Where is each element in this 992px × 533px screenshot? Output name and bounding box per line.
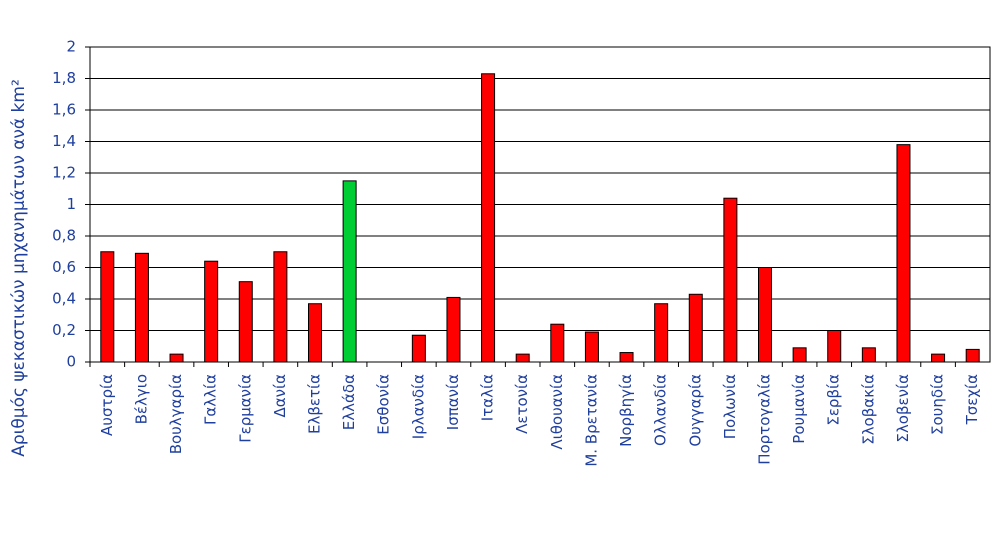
bar <box>169 353 184 363</box>
y-axis-title: Αριθμός ψεκαστικών μηχανημάτων ανά km² <box>9 79 29 457</box>
bar <box>931 353 946 363</box>
x-tick-label: Μ. Βρετανία <box>582 374 600 467</box>
y-tick-label: 0,6 <box>52 258 76 276</box>
x-tick-label: Σλοβενία <box>894 374 912 443</box>
x-tick-label: Ελβετία <box>306 374 324 434</box>
bar <box>134 252 149 363</box>
bar <box>619 352 634 363</box>
x-tick-label: Ισπανία <box>444 374 462 430</box>
y-tick-label: 0,4 <box>52 290 76 308</box>
y-tick-label: 0 <box>66 353 76 371</box>
bar <box>861 347 876 363</box>
x-tick-label: Βουλγαρία <box>167 374 185 454</box>
x-tick-label: Πολωνία <box>721 374 739 439</box>
bar <box>238 281 253 363</box>
bar <box>481 73 496 363</box>
bar <box>688 293 703 363</box>
y-tick-label: 1,8 <box>52 69 76 87</box>
x-tick-label: Σερβία <box>825 374 843 426</box>
x-tick-label: Γαλλία <box>202 374 220 425</box>
x-tick-label: Ολλανδία <box>652 374 670 446</box>
x-tick-label: Νορβηγία <box>617 374 635 447</box>
x-tick-label: Λετονία <box>513 374 531 434</box>
bar <box>896 144 911 363</box>
x-tick-label: Γερμανία <box>236 374 254 443</box>
bar <box>792 347 807 363</box>
bar <box>308 303 322 363</box>
x-tick-label: Βέλγιο <box>132 374 150 424</box>
y-tick-label: 1,6 <box>52 101 76 119</box>
x-tick-label: Σουηδία <box>929 374 947 435</box>
x-tick-label: Λιθουανία <box>548 374 566 450</box>
x-tick-label: Σλοβακία <box>859 374 877 445</box>
bar <box>584 331 599 363</box>
bar <box>342 180 357 363</box>
x-tick-label: Ιταλία <box>479 374 497 421</box>
y-tick-label: 1,4 <box>52 132 76 150</box>
x-tick-label: Ουγγαρία <box>686 374 704 447</box>
bar <box>515 353 530 363</box>
x-tick-label: Δανία <box>271 374 289 418</box>
bar <box>550 323 565 363</box>
y-tick-label: 1 <box>66 195 76 213</box>
x-tick-label: Τσεχία <box>963 374 981 426</box>
y-tick-label: 0,8 <box>52 227 76 245</box>
bar <box>654 303 669 363</box>
bar <box>758 267 772 363</box>
bar <box>204 260 219 363</box>
x-tick-label: Αυστρία <box>98 374 116 436</box>
bar <box>411 334 426 363</box>
y-tick-label: 2 <box>66 38 76 56</box>
x-tick-label: Ρουμανία <box>790 374 808 444</box>
x-tick-label: Ιρλανδία <box>409 374 427 439</box>
y-tick-label: 1,2 <box>52 164 76 182</box>
bar <box>965 348 980 363</box>
x-tick-label: Εσθονία <box>375 374 393 435</box>
x-tick-label: Ελλάδα <box>340 374 358 430</box>
bar <box>100 251 115 363</box>
bar <box>827 330 842 363</box>
x-tick-label: Πορτογαλία <box>756 374 774 465</box>
y-tick-label: 0,2 <box>52 321 76 339</box>
bar <box>273 251 288 363</box>
bar <box>446 296 461 363</box>
bar <box>723 197 738 363</box>
